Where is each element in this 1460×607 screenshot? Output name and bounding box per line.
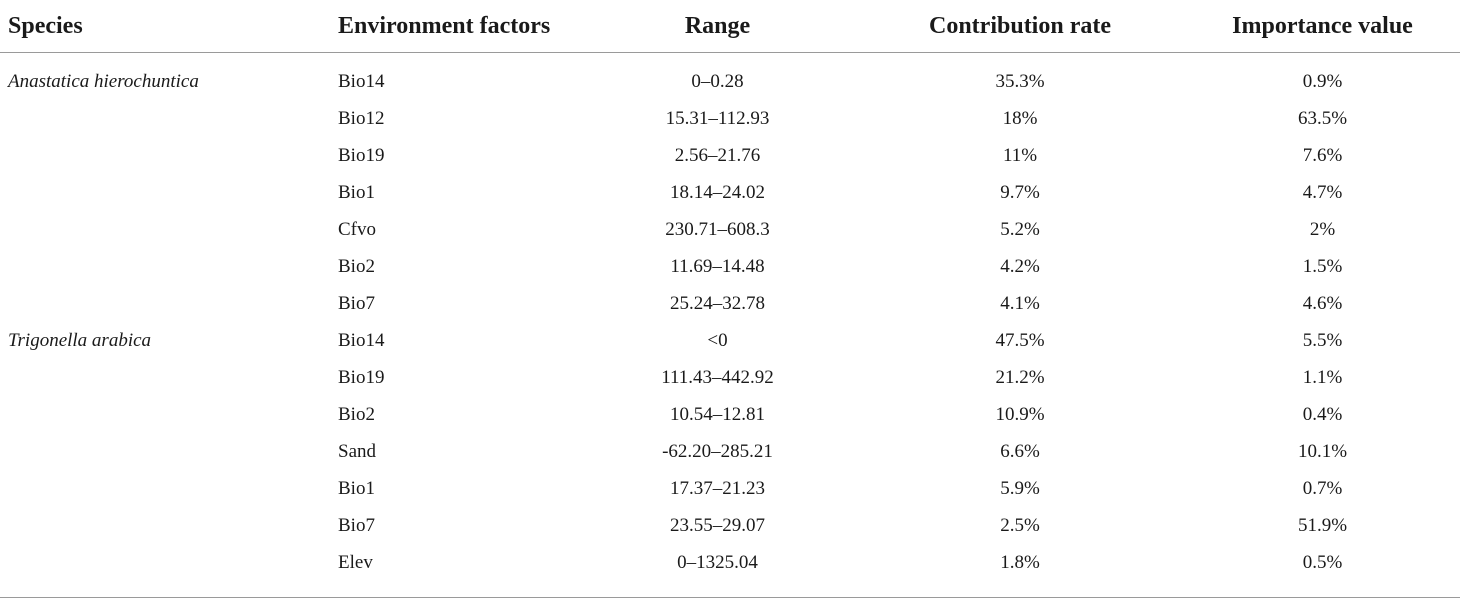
cell-environment-factor: Bio14 (338, 70, 385, 92)
table-row: Bio12 15.31–112.93 18% 63.5% (0, 100, 1460, 137)
cell-species (0, 248, 330, 285)
cell-environment-factor: Bio19 (338, 366, 385, 388)
cell-contribution-rate: 2.5% (1000, 514, 1040, 536)
header-importance-value: Importance value (1185, 0, 1460, 53)
species-environment-table: Species Environment factors Range Contri… (0, 0, 1460, 582)
cell-range: <0 (707, 329, 728, 351)
cell-importance-value: 0.4% (1302, 403, 1343, 425)
cell-range: 0–0.28 (691, 70, 744, 92)
cell-range: 23.55–29.07 (670, 514, 765, 536)
cell-importance-value: 7.6% (1302, 144, 1343, 166)
table-row: Trigonella arabica Bio14 <0 47.5% 5.5% (0, 322, 1460, 359)
table-row: Bio1 18.14–24.02 9.7% 4.7% (0, 174, 1460, 211)
cell-environment-factor: Bio2 (338, 403, 375, 425)
table-row: Cfvo 230.71–608.3 5.2% 2% (0, 211, 1460, 248)
table-body: Anastatica hierochuntica Bio14 0–0.28 35.3%… (0, 53, 1460, 582)
cell-contribution-rate: 10.9% (995, 403, 1045, 425)
cell-species (0, 433, 330, 470)
cell-importance-value: 10.1% (1297, 440, 1348, 462)
cell-species (0, 470, 330, 507)
cell-environment-factor: Cfvo (338, 218, 376, 240)
table-row: Elev 0–1325.04 1.8% 0.5% (0, 544, 1460, 581)
cell-importance-value: 1.1% (1302, 366, 1343, 388)
table-row: Sand -62.20–285.21 6.6% 10.1% (0, 433, 1460, 470)
cell-contribution-rate: 4.1% (1000, 292, 1040, 314)
cell-range: 15.31–112.93 (665, 107, 770, 129)
header-range: Range (580, 0, 855, 53)
cell-importance-value: 4.7% (1302, 181, 1343, 203)
table-row: Bio19 111.43–442.92 21.2% 1.1% (0, 359, 1460, 396)
table-row: Anastatica hierochuntica Bio14 0–0.28 35.3%… (0, 53, 1460, 101)
header-species: Species (0, 0, 330, 53)
cell-range: 0–1325.04 (677, 551, 758, 573)
cell-species: Anastatica hierochuntica (8, 70, 199, 92)
table-header: Species Environment factors Range Contri… (0, 0, 1460, 53)
cell-environment-factor: Bio12 (338, 107, 385, 129)
cell-contribution-rate: 18% (1002, 107, 1038, 129)
cell-importance-value: 51.9% (1297, 514, 1348, 536)
cell-importance-value: 0.7% (1302, 477, 1343, 499)
cell-species (0, 137, 330, 174)
cell-contribution-rate: 5.9% (1000, 477, 1040, 499)
cell-importance-value: 4.6% (1302, 292, 1343, 314)
cell-environment-factor: Bio7 (338, 514, 375, 536)
cell-environment-factor: Bio19 (338, 144, 385, 166)
cell-range: 17.37–21.23 (670, 477, 765, 499)
cell-range: -62.20–285.21 (662, 440, 773, 462)
cell-environment-factor: Bio2 (338, 255, 375, 277)
cell-species (0, 507, 330, 544)
cell-species (0, 396, 330, 433)
cell-range: 111.43–442.92 (661, 366, 774, 388)
cell-environment-factor: Sand (338, 440, 376, 462)
cell-importance-value: 0.9% (1302, 70, 1343, 92)
cell-species: Trigonella arabica (8, 329, 152, 351)
cell-importance-value: 0.5% (1302, 551, 1343, 573)
table-row: Bio2 10.54–12.81 10.9% 0.4% (0, 396, 1460, 433)
header-environment-factors: Environment factors (330, 0, 580, 53)
cell-range: 230.71–608.3 (665, 218, 770, 240)
cell-contribution-rate: 4.2% (1000, 255, 1040, 277)
cell-environment-factor: Bio1 (338, 477, 375, 499)
cell-range: 10.54–12.81 (670, 403, 765, 425)
cell-species (0, 174, 330, 211)
table-row: Bio7 25.24–32.78 4.1% 4.6% (0, 285, 1460, 322)
cell-contribution-rate: 21.2% (995, 366, 1045, 388)
header-contribution-rate: Contribution rate (855, 0, 1185, 53)
table-row: Bio2 11.69–14.48 4.2% 1.5% (0, 248, 1460, 285)
cell-species (0, 100, 330, 137)
cell-contribution-rate: 11% (1002, 144, 1038, 166)
table-bottom-rule (0, 597, 1460, 598)
header-row: Species Environment factors Range Contri… (0, 0, 1460, 53)
cell-range: 25.24–32.78 (670, 292, 765, 314)
cell-environment-factor: Bio7 (338, 292, 375, 314)
cell-contribution-rate: 1.8% (1000, 551, 1040, 573)
cell-importance-value: 63.5% (1297, 107, 1348, 129)
cell-environment-factor: Bio14 (338, 329, 385, 351)
table-row: Bio7 23.55–29.07 2.5% 51.9% (0, 507, 1460, 544)
cell-environment-factor: Bio1 (338, 181, 375, 203)
cell-range: 11.69–14.48 (670, 255, 765, 277)
cell-range: 18.14–24.02 (670, 181, 765, 203)
cell-importance-value: 1.5% (1302, 255, 1343, 277)
cell-species (0, 359, 330, 396)
cell-range: 2.56–21.76 (674, 144, 761, 166)
cell-contribution-rate: 35.3% (995, 70, 1045, 92)
cell-species (0, 544, 330, 581)
cell-importance-value: 2% (1309, 218, 1336, 240)
cell-contribution-rate: 6.6% (1000, 440, 1040, 462)
table-row: Bio1 17.37–21.23 5.9% 0.7% (0, 470, 1460, 507)
cell-species (0, 285, 330, 322)
cell-environment-factor: Elev (338, 551, 373, 573)
cell-contribution-rate: 5.2% (1000, 218, 1040, 240)
table-row: Bio19 2.56–21.76 11% 7.6% (0, 137, 1460, 174)
cell-importance-value: 5.5% (1302, 329, 1343, 351)
cell-contribution-rate: 9.7% (1000, 181, 1040, 203)
cell-contribution-rate: 47.5% (995, 329, 1045, 351)
cell-species (0, 211, 330, 248)
